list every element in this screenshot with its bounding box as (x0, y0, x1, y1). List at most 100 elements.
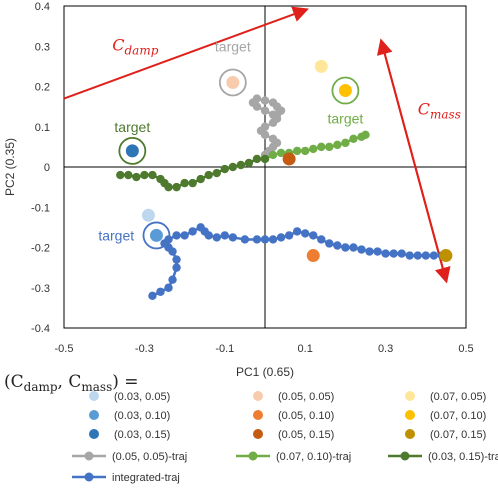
c-annotation: Cmass (418, 100, 461, 122)
y-axis-title: PC2 (0.35) (3, 138, 17, 196)
y-tick-label: 0.1 (35, 122, 50, 134)
target-point (439, 249, 453, 263)
y-tick-label: 0.4 (35, 1, 50, 13)
direction-arrow-reverse (380, 41, 451, 284)
trajectory-point (317, 142, 326, 152)
target-label: target (114, 119, 150, 135)
direction-arrow (63, 6, 309, 100)
trajectory-point (429, 251, 439, 260)
legend-marker (89, 410, 99, 420)
target-point (314, 59, 328, 73)
trajectory-point (292, 227, 302, 236)
trajectory-point (301, 146, 310, 156)
target-ring (218, 68, 247, 97)
legend-marker (405, 391, 415, 401)
trajectory-point (268, 134, 278, 144)
y-tick-label: -0.2 (31, 243, 50, 255)
trajectory-point (325, 142, 334, 152)
trajectory-point (389, 249, 398, 258)
legend-marker (400, 451, 410, 461)
trajectory-point (405, 251, 414, 260)
trajectory-point (413, 251, 422, 260)
target-label: target (327, 111, 363, 127)
trajectory-point (172, 182, 181, 192)
trajectory-point (333, 140, 342, 150)
trajectory-point (349, 243, 358, 252)
trajectory-point (148, 170, 157, 180)
target-ring (142, 221, 171, 250)
trajectory-point (325, 239, 334, 248)
target-point (226, 75, 240, 89)
legend-label: (0.07, 0.05) (430, 391, 486, 403)
x-tick-label: 0.3 (378, 343, 393, 355)
trajectory-point (172, 263, 181, 272)
legend-marker (248, 451, 258, 461)
target-point (306, 249, 320, 263)
x-tick-label: -0.1 (215, 343, 234, 355)
x-tick-label: 0.5 (458, 343, 473, 355)
legend-label: (0.05, 0.10) (278, 410, 334, 422)
trajectory-point (228, 162, 238, 172)
legend-marker (84, 451, 94, 461)
y-tick-label: 0.3 (35, 41, 50, 53)
trajectory-point (116, 170, 125, 180)
legend-label: integrated-traj (112, 472, 180, 484)
trajectory-point (349, 134, 358, 144)
x-tick-label: -0.3 (135, 343, 154, 355)
trajectory-point (172, 255, 181, 264)
c-annotation: Cdamp (112, 35, 158, 57)
legend-label: (0.05, 0.15) (278, 429, 334, 441)
legend: (Cdamp, Cmass) =(0.03, 0.05) (0.03, 0.10)… (4, 372, 498, 484)
legend-label: (0.07, 0.15) (430, 429, 486, 441)
legend-marker (89, 429, 99, 439)
trajectory-point (220, 231, 229, 240)
legend-label: (0.05, 0.05)-traj (112, 451, 187, 463)
trajectory-line (151, 226, 442, 297)
trajectory-point (228, 233, 238, 242)
trajectory-point (180, 231, 189, 240)
x-axis-title: PC1 (0.65) (236, 365, 294, 379)
target-point (141, 208, 155, 222)
trajectory-point (361, 130, 370, 139)
trajectory-point (132, 172, 141, 182)
target-point (338, 84, 352, 98)
trajectory-point (260, 235, 270, 244)
plot-area: -0.5 -0.3 -0.1 0.1 0.3 0.5 0.4 0.3 0.2 0.1 0 -0.1 -0… (3, 1, 474, 379)
trajectory-point (260, 96, 270, 105)
legend-title: (Cdamp, Cmass) = (4, 372, 139, 394)
legend-marker (405, 410, 415, 420)
x-tick-label: 0.1 (298, 343, 313, 355)
legend-label: (0.07, 0.10)-traj (276, 451, 351, 463)
y-tick-label: -0.4 (31, 323, 50, 335)
legend-marker (84, 472, 94, 482)
trajectory-point (240, 235, 250, 244)
trajectory-point (140, 170, 149, 180)
trajectory-point (357, 245, 366, 254)
trajectory-point (204, 170, 213, 180)
legend-label: (0.03, 0.15)-traj (428, 451, 498, 463)
trajectory-point (156, 287, 165, 296)
trajectory-point (180, 178, 189, 188)
legend-marker (405, 429, 415, 439)
trajectory-point (244, 158, 254, 168)
legend-label: (0.03, 0.05) (114, 391, 170, 403)
legend-label: (0.03, 0.10) (114, 410, 170, 422)
trajectory-point (260, 106, 270, 115)
trajectory-point (212, 168, 221, 178)
x-tick-label: -0.5 (55, 343, 74, 355)
trajectory-point (301, 229, 310, 238)
trajectory-point (148, 291, 157, 300)
trajectory-point (196, 174, 205, 184)
trajectory-point (373, 247, 382, 256)
trajectory-point (309, 231, 318, 240)
trajectory-point (276, 148, 286, 158)
trajectory-point (188, 178, 197, 188)
trajectory-point (309, 144, 318, 154)
legend-marker (253, 391, 263, 401)
trajectory-point (124, 170, 133, 180)
trajectory-point (341, 243, 350, 252)
trajectory-point (397, 249, 406, 258)
y-tick-label: -0.3 (31, 283, 50, 295)
trajectory-point (272, 110, 282, 119)
